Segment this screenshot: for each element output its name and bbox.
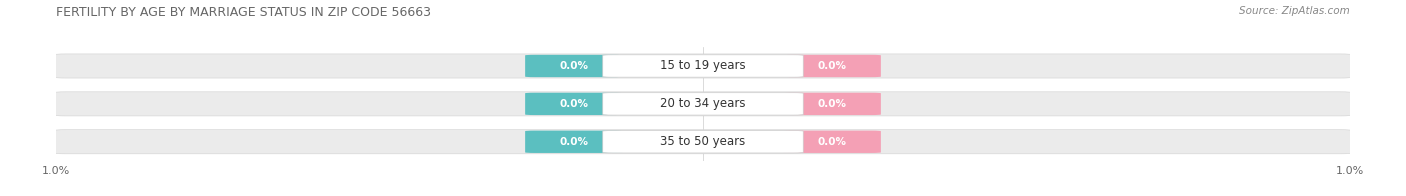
Text: 20 to 34 years: 20 to 34 years	[661, 97, 745, 110]
Text: 15 to 19 years: 15 to 19 years	[661, 60, 745, 73]
FancyBboxPatch shape	[603, 93, 803, 115]
Text: 0.0%: 0.0%	[560, 99, 588, 109]
Text: 0.0%: 0.0%	[560, 137, 588, 147]
Text: 0.0%: 0.0%	[818, 61, 846, 71]
FancyBboxPatch shape	[785, 131, 882, 153]
FancyBboxPatch shape	[55, 130, 1351, 154]
Text: Source: ZipAtlas.com: Source: ZipAtlas.com	[1239, 6, 1350, 16]
FancyBboxPatch shape	[603, 55, 803, 77]
Text: 35 to 50 years: 35 to 50 years	[661, 135, 745, 148]
FancyBboxPatch shape	[526, 55, 623, 77]
FancyBboxPatch shape	[55, 54, 1351, 78]
FancyBboxPatch shape	[603, 131, 803, 153]
FancyBboxPatch shape	[526, 131, 623, 153]
Text: 0.0%: 0.0%	[560, 61, 588, 71]
Text: 0.0%: 0.0%	[818, 137, 846, 147]
FancyBboxPatch shape	[55, 92, 1351, 116]
Text: 0.0%: 0.0%	[818, 99, 846, 109]
FancyBboxPatch shape	[785, 93, 882, 115]
Text: FERTILITY BY AGE BY MARRIAGE STATUS IN ZIP CODE 56663: FERTILITY BY AGE BY MARRIAGE STATUS IN Z…	[56, 6, 432, 19]
Legend: Married, Unmarried: Married, Unmarried	[627, 191, 779, 196]
FancyBboxPatch shape	[785, 55, 882, 77]
FancyBboxPatch shape	[526, 93, 623, 115]
